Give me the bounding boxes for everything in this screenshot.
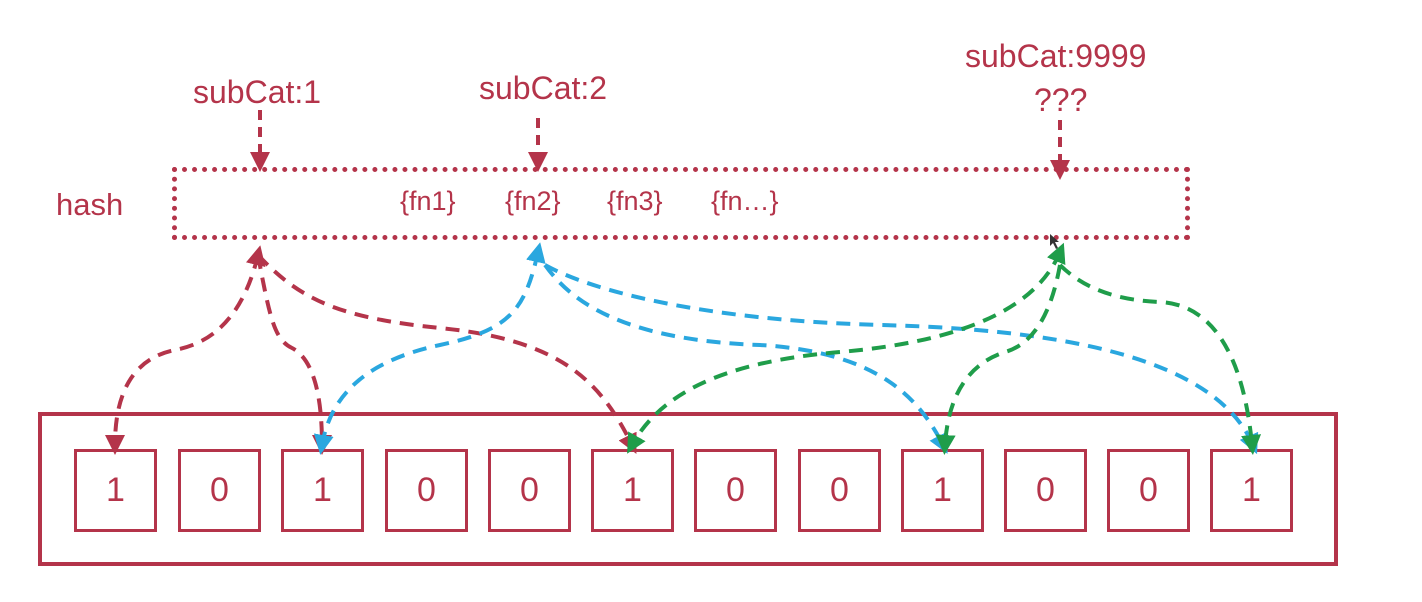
key-label-subcat-2: subCat:2 [479,70,608,106]
key-label-subcat-1: subCat:1 [193,74,322,110]
bit-cell-0: 1 [74,449,157,532]
mouse-cursor-icon [1050,234,1059,249]
bit-cell-11: 1 [1210,449,1293,532]
bit-cell-4: 0 [488,449,571,532]
bit-cell-7: 0 [798,449,881,532]
blue-arrow-to-bit-2 [313,242,546,455]
blue-arrow-to-bit-8 [543,263,948,454]
key-note-unknown: ??? [1034,82,1088,118]
green-arrow-to-bit-8 [935,264,1062,455]
hash-functions-box [172,167,1190,240]
hash-fn-more: {fn…} [711,186,779,216]
red-arrow-to-bit-0 [105,245,266,455]
bit-cell-9: 0 [1004,449,1087,532]
hash-fn-1: {fn1} [400,186,456,216]
key-label-subcat-9999: subCat:9999 [965,38,1147,74]
hash-label: hash [56,187,124,222]
bit-cell-10: 0 [1107,449,1190,532]
blue-arrow-to-bit-11 [544,263,1259,455]
red-arrow-to-bit-5 [256,253,637,454]
hash-fn-3: {fn3} [607,186,663,216]
green-arrow-to-bit-5 [627,242,1066,454]
red-arrow-to-bit-2 [256,254,332,455]
hash-fn-2: {fn2} [505,186,561,216]
bit-cell-8: 1 [901,449,984,532]
bit-cell-3: 0 [385,449,468,532]
bit-cell-5: 1 [591,449,674,532]
green-arrow-to-bit-11 [1058,263,1262,455]
